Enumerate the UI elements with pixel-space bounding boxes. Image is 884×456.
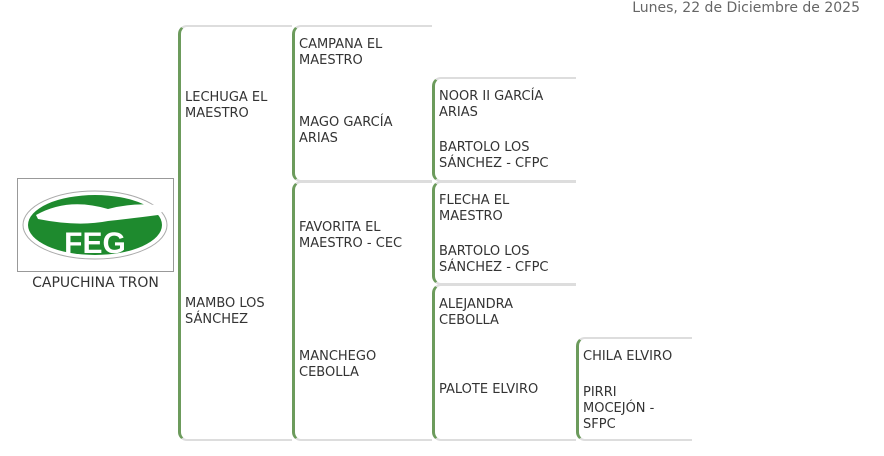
ancestor-link[interactable]: MAGO GARCÍA ARIAS xyxy=(299,115,393,146)
gen4-box xyxy=(576,337,692,441)
ancestor-link[interactable]: MANCHEGO CEBOLLA xyxy=(299,349,377,380)
gen1-box xyxy=(178,25,292,441)
ancestor-link[interactable]: CHILA ELVIRO xyxy=(583,349,673,364)
gen3-box xyxy=(432,284,576,441)
sire-link[interactable]: LECHUGA EL MAESTRO xyxy=(185,90,268,121)
ancestor-link[interactable]: BARTOLO LOS SÁNCHEZ - CFPC xyxy=(439,244,549,275)
ancestor-link[interactable]: PIRRI MOCEJÓN - SFPC xyxy=(583,385,655,432)
ancestor-link[interactable]: ALEJANDRA CEBOLLA xyxy=(439,297,513,328)
ancestor-link[interactable]: FAVORITA EL MAESTRO - CEC xyxy=(299,220,403,251)
ancestor-link[interactable]: NOOR II GARCÍA ARIAS xyxy=(439,89,544,120)
dam-link[interactable]: MAMBO LOS SÁNCHEZ xyxy=(185,296,265,327)
subject-name: CAPUCHINA TRON xyxy=(32,275,159,291)
current-date: Lunes, 22 de Diciembre de 2025 xyxy=(632,0,860,16)
feg-logo: FEG xyxy=(17,178,174,272)
ancestor-link[interactable]: PALOTE ELVIRO xyxy=(439,382,539,397)
gen2-box-dam xyxy=(292,181,432,441)
greyhound-logo-icon: FEG xyxy=(22,190,168,260)
ancestor-link[interactable]: BARTOLO LOS SÁNCHEZ - CFPC xyxy=(439,140,549,171)
ancestor-link[interactable]: FLECHA EL MAESTRO xyxy=(439,193,510,224)
ancestor-link[interactable]: CAMPANA EL MAESTRO xyxy=(299,37,383,68)
svg-text:FEG: FEG xyxy=(64,227,126,260)
